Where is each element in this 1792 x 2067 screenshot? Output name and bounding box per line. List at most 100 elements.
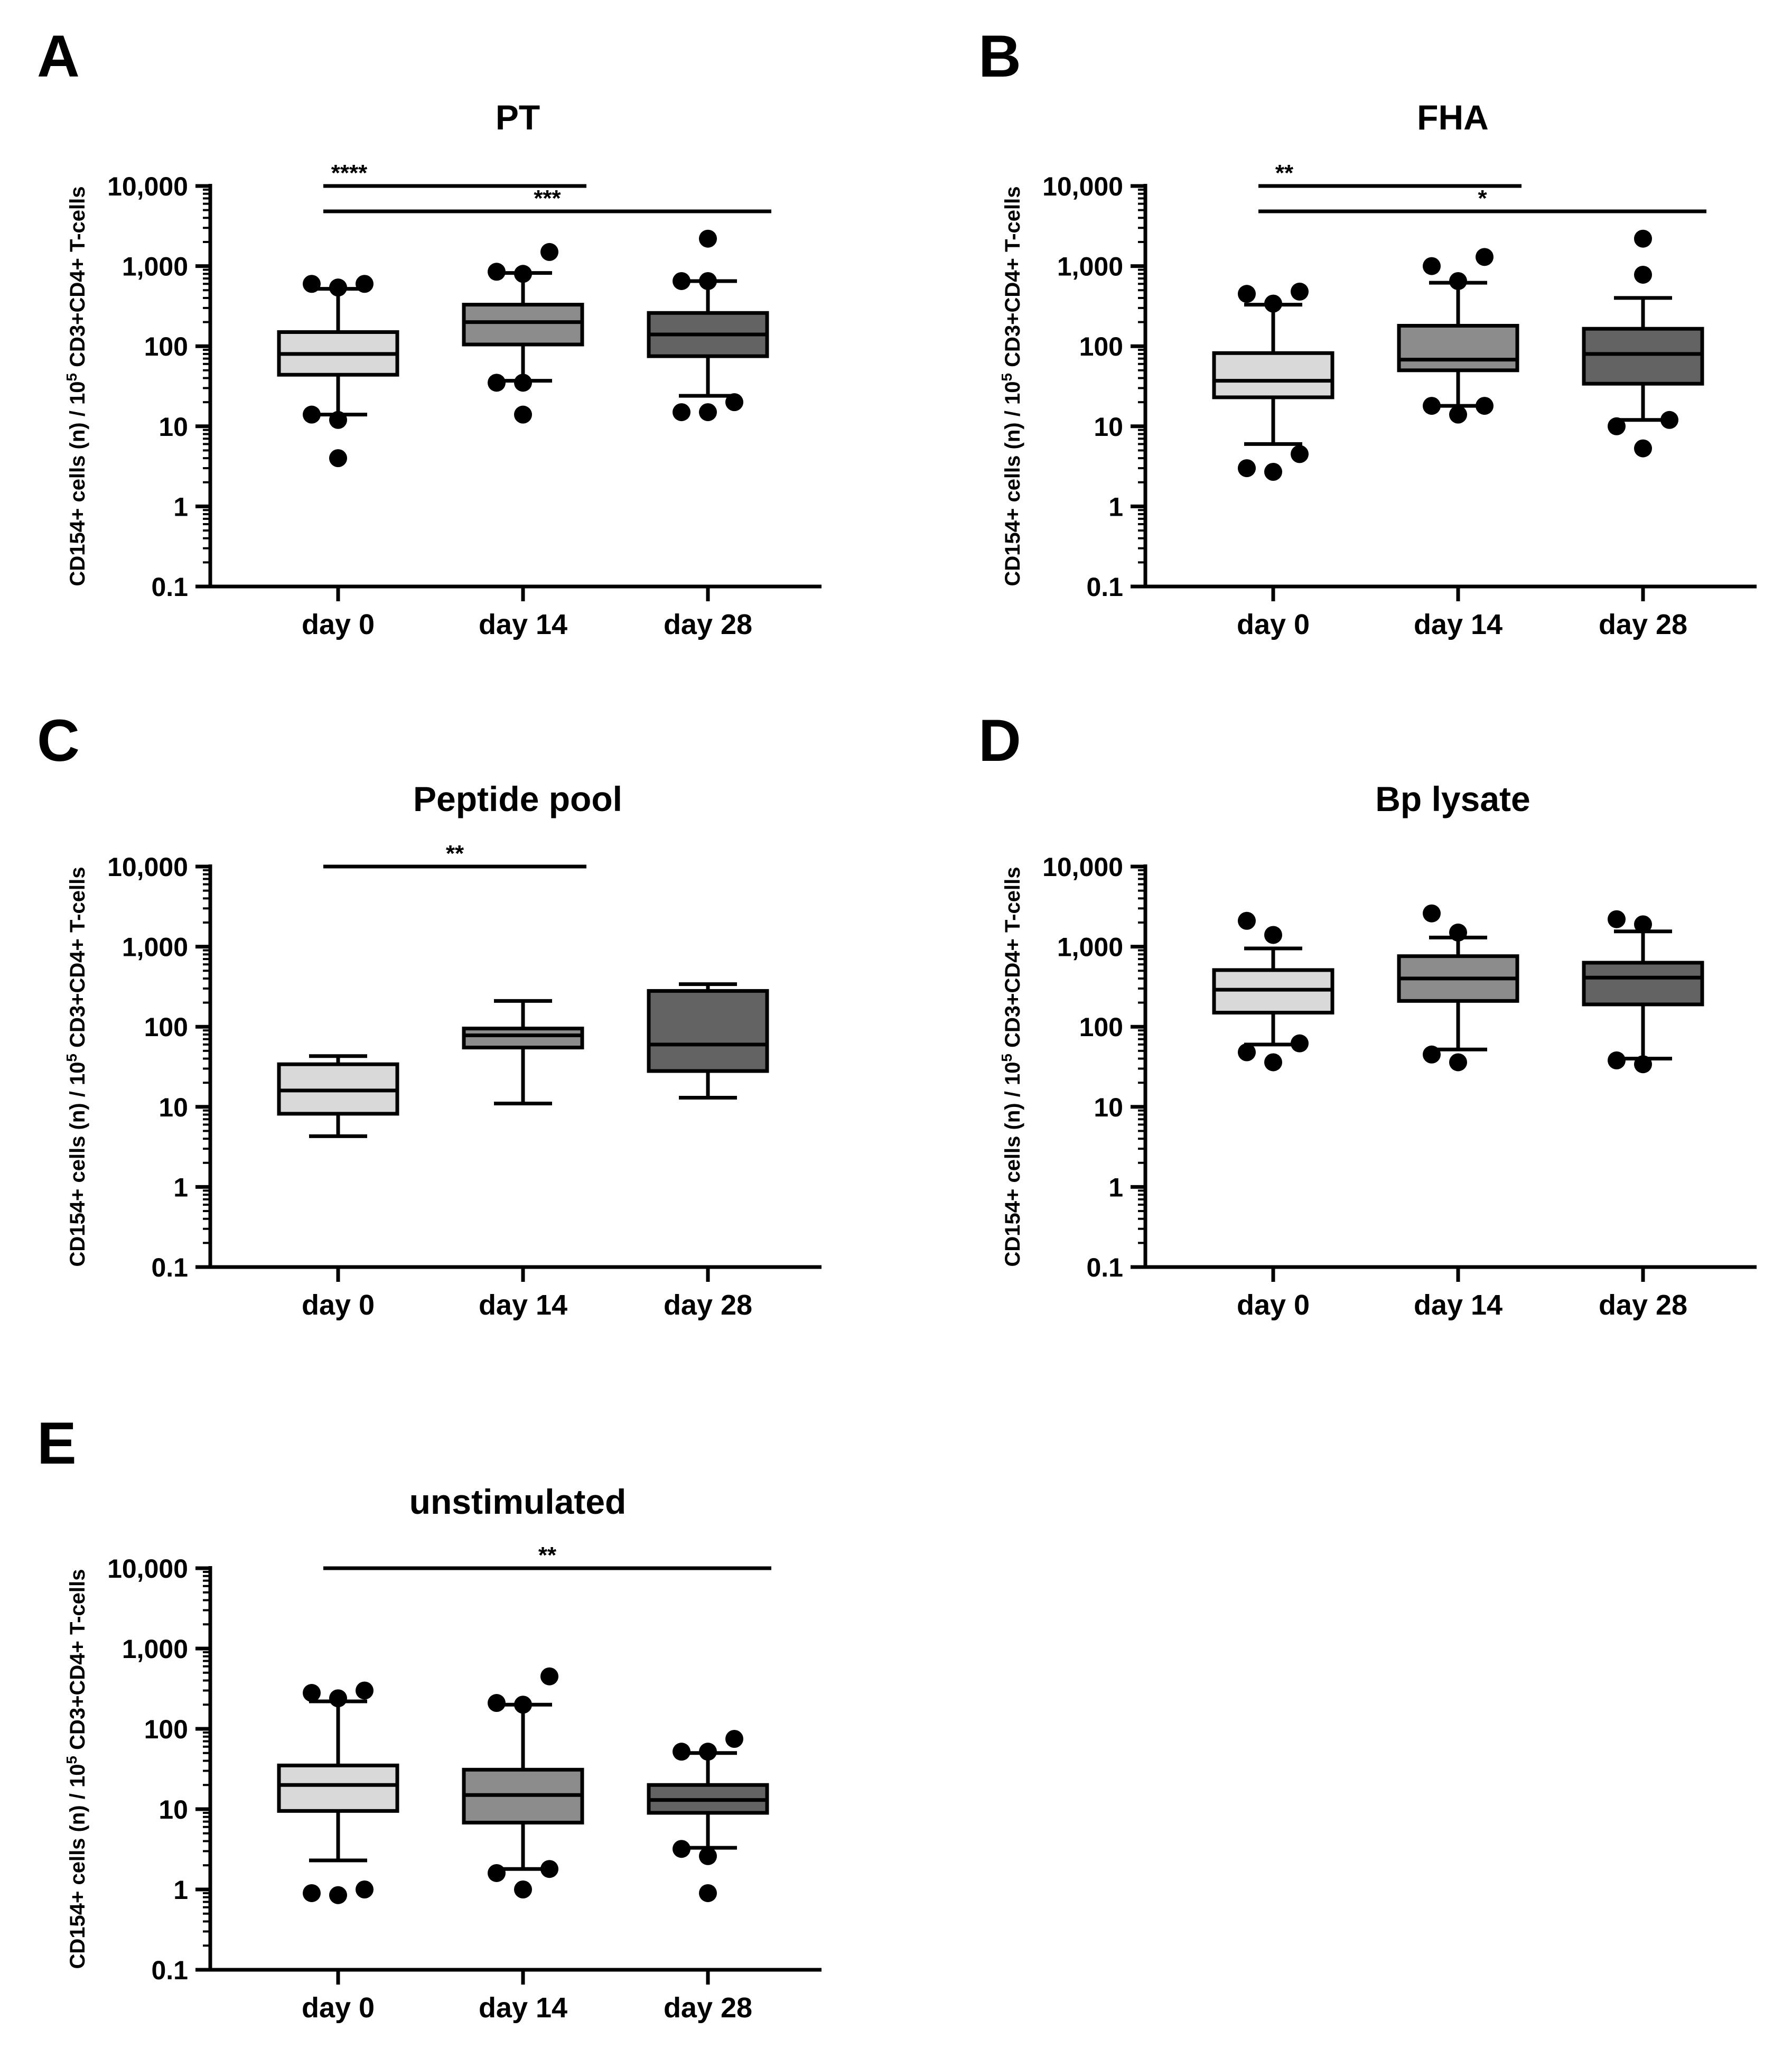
outlier-point — [1634, 229, 1652, 248]
outlier-point — [1608, 910, 1626, 928]
outlier-point — [488, 1694, 506, 1712]
y-tick-label: 0.1 — [1086, 1253, 1123, 1282]
y-tick-label: 100 — [144, 1012, 188, 1042]
outlier-point — [303, 405, 321, 424]
outlier-point — [540, 1860, 558, 1878]
x-tick-label: day 28 — [664, 609, 752, 640]
outlier-point — [699, 1847, 717, 1865]
significance-label: ** — [538, 1542, 557, 1568]
outlier-point — [488, 374, 506, 392]
y-tick-label: 10,000 — [1042, 852, 1123, 882]
outlier-point — [725, 1729, 743, 1748]
outlier-point — [1238, 459, 1256, 478]
y-tick-label: 1 — [173, 1875, 188, 1905]
box-day-0 — [1212, 282, 1334, 481]
outlier-point — [1238, 1043, 1256, 1062]
y-tick-label: 1 — [173, 492, 188, 522]
y-axis-label: CD154+ cells (n) / 105 CD3+CD4+ T-cells — [998, 867, 1025, 1267]
outlier-point — [1264, 926, 1282, 944]
box-day-14 — [462, 243, 584, 424]
outlier-point — [329, 1886, 347, 1904]
outlier-point — [673, 403, 690, 422]
panel-title: FHA — [1417, 98, 1489, 137]
outlier-point — [1238, 285, 1256, 303]
box-rect — [647, 989, 769, 1073]
panel-title: unstimulated — [409, 1482, 627, 1521]
outlier-point — [1634, 265, 1652, 284]
y-tick-label: 10 — [158, 412, 188, 442]
x-tick-label: day 0 — [302, 609, 375, 640]
panel-d: D Bp lysate 10,000 1,000 100 10 1 0.1 CD154+ cel… — [978, 707, 1757, 1321]
x-tick-label: day 0 — [1237, 609, 1310, 640]
x-tick-label: day 28 — [1599, 1289, 1687, 1321]
panel-b: B FHA 10,000 1,000 100 10 1 0.1 CD154+ cells (n)… — [978, 23, 1757, 640]
y-tick-label: 1,000 — [1057, 933, 1123, 962]
significance-label: ** — [446, 841, 464, 867]
y-tick-label: 10 — [158, 1795, 188, 1824]
outlier-point — [1423, 1045, 1441, 1064]
outlier-point — [488, 263, 506, 281]
box-day-14 — [462, 1667, 584, 1898]
box-day-28 — [1582, 229, 1704, 458]
outlier-point — [1449, 405, 1467, 424]
y-tick-label: 100 — [144, 1715, 188, 1744]
significance-label: **** — [331, 160, 368, 186]
outlier-point — [1264, 294, 1282, 313]
x-tick-label: day 0 — [302, 1992, 375, 2024]
outlier-point — [725, 393, 743, 412]
outlier-point — [699, 229, 717, 248]
y-tick-label: 0.1 — [151, 572, 188, 602]
significance-label: ** — [1275, 160, 1294, 186]
outlier-point — [1634, 915, 1652, 934]
y-tick-label: 10 — [158, 1093, 188, 1122]
panel-letter: D — [978, 707, 1021, 774]
y-tick-label: 0.1 — [1086, 572, 1123, 602]
outlier-point — [1634, 439, 1652, 458]
outlier-point — [699, 272, 717, 290]
y-tick-label: 10,000 — [107, 852, 188, 882]
outlier-point — [1660, 411, 1678, 429]
outlier-point — [1449, 1053, 1467, 1072]
x-tick-label: day 14 — [479, 609, 567, 640]
box-rect — [1397, 324, 1519, 373]
panel-title: Peptide pool — [413, 779, 622, 818]
box-day-28 — [1582, 910, 1704, 1074]
y-tick-label: 1 — [1108, 1172, 1123, 1202]
outlier-point — [1423, 397, 1441, 415]
outlier-point — [514, 1696, 532, 1714]
outlier-point — [356, 1880, 374, 1898]
y-tick-label: 0.1 — [151, 1253, 188, 1282]
outlier-point — [1423, 257, 1441, 275]
outlier-point — [540, 243, 558, 261]
box-day-0 — [1212, 911, 1334, 1072]
outlier-point — [673, 1743, 690, 1761]
y-axis-label: CD154+ cells (n) / 105 CD3+CD4+ T-cells — [998, 186, 1025, 586]
outlier-point — [673, 272, 690, 290]
y-tick-label: 100 — [144, 332, 188, 361]
outlier-point — [329, 1689, 347, 1708]
outlier-point — [1264, 463, 1282, 481]
x-tick-label: day 14 — [479, 1992, 567, 2024]
significance-label: * — [1478, 185, 1487, 211]
panel-letter: C — [37, 707, 80, 774]
x-tick-label: day 14 — [479, 1289, 567, 1321]
outlier-point — [329, 278, 347, 297]
outlier-point — [699, 403, 717, 422]
significance-label: *** — [534, 185, 561, 211]
box-day-28 — [647, 1729, 769, 1902]
box-day-14 — [1397, 904, 1519, 1072]
outlier-point — [514, 374, 532, 392]
outlier-point — [303, 275, 321, 293]
box-day-28 — [647, 229, 769, 422]
y-tick-label: 10,000 — [1042, 172, 1123, 201]
box-rect — [277, 1763, 399, 1813]
y-tick-label: 1,000 — [122, 252, 188, 282]
box-day-0 — [277, 275, 399, 468]
box-rect — [462, 303, 584, 347]
box-day-28 — [647, 982, 769, 1100]
outlier-point — [1449, 272, 1467, 290]
outlier-point — [329, 411, 347, 429]
panel-a: A PT 10,000 1,000 100 10 1 0.1 CD154+ cells (n) … — [37, 23, 822, 640]
